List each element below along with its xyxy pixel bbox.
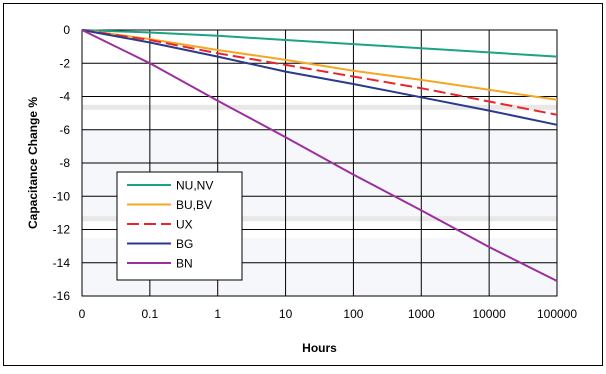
x-tick-label: 10 — [279, 307, 293, 321]
legend-label: BN — [176, 257, 193, 271]
plot-band — [82, 216, 557, 222]
legend-label: NU,NV — [176, 179, 213, 193]
plot-band — [82, 104, 557, 110]
x-axis-title: Hours — [302, 341, 337, 355]
y-tick-label: -6 — [59, 123, 70, 137]
x-tick-label: 0 — [79, 307, 86, 321]
legend-label: UX — [176, 218, 193, 232]
x-tick-label: 1000 — [408, 307, 435, 321]
x-tick-label: 100 — [343, 307, 363, 321]
x-tick-label: 0.1 — [142, 307, 159, 321]
y-tick-label: -10 — [53, 189, 71, 203]
legend-label: BG — [176, 237, 193, 251]
y-tick-label: -8 — [59, 156, 70, 170]
y-tick-label: -14 — [53, 256, 71, 270]
y-tick-label: -4 — [59, 90, 70, 104]
series-line-bu-bv — [81, 29, 558, 101]
y-tick-label: -12 — [53, 223, 71, 237]
legend-label: BU,BV — [176, 198, 212, 212]
series-line-bn — [81, 29, 558, 282]
x-tick-label: 1 — [214, 307, 221, 321]
series-line-ux — [81, 29, 558, 116]
series-line-bg — [81, 29, 558, 126]
x-tick-label: 10000 — [472, 307, 506, 321]
plot-border — [81, 29, 558, 297]
series-line-nu-nv — [81, 29, 558, 58]
y-axis-title: Capacitance Change % — [26, 97, 40, 229]
y-tick-label: 0 — [63, 23, 70, 37]
x-tick-label: 100000 — [537, 307, 577, 321]
y-tick-label: -16 — [53, 289, 71, 303]
y-tick-label: -2 — [59, 56, 70, 70]
